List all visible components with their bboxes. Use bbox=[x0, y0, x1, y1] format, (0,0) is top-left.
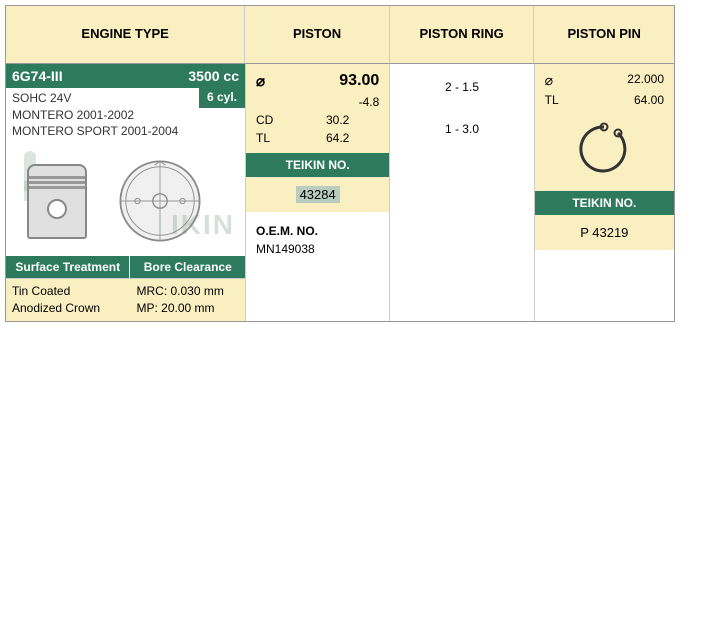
piston-teikin-header: TEIKIN NO. bbox=[246, 153, 389, 177]
circlip-icon bbox=[545, 109, 664, 185]
pin-d-label: ⌀ bbox=[545, 72, 553, 89]
piston-diameter: 93.00 bbox=[339, 72, 379, 91]
piston-cd: 30.2 bbox=[326, 113, 349, 127]
bore-clearance-value: MRC: 0.030 mm MP: 20.00 mm bbox=[130, 279, 245, 321]
piston-teikin-value: 43284 bbox=[246, 177, 389, 212]
watermark-text: IKIN bbox=[171, 209, 235, 241]
engine-displacement: 3500 cc bbox=[188, 68, 239, 84]
engine-variant: SOHC 24V bbox=[12, 90, 193, 107]
surface-treatment-header: Surface Treatment bbox=[6, 256, 130, 278]
surface-treatment-value: Tin Coated Anodized Crown bbox=[6, 279, 130, 321]
pin-teikin-header: TEIKIN NO. bbox=[535, 191, 674, 215]
ring-column: 2 - 1.5 1 - 3.0 bbox=[390, 64, 534, 321]
pin-tl-label: TL bbox=[545, 93, 559, 107]
engine-model-1: MONTERO SPORT 2001-2004 bbox=[12, 123, 193, 140]
col-header-engine: ENGINE TYPE bbox=[6, 6, 245, 63]
tl-label: TL bbox=[256, 131, 270, 145]
engine-column: 6G74-III 3500 cc SOHC 24V MONTERO 2001-2… bbox=[6, 64, 246, 321]
col-header-ring: PISTON RING bbox=[390, 6, 535, 63]
piston-side-icon bbox=[12, 152, 102, 250]
pin-tl: 64.00 bbox=[634, 93, 664, 107]
subvalue-row: Tin Coated Anodized Crown MRC: 0.030 mm … bbox=[6, 278, 245, 321]
pin-spec: ⌀ 22.000 TL 64.00 bbox=[535, 64, 674, 191]
col-header-pin: PISTON PIN bbox=[534, 6, 674, 63]
piston-images: IKIN bbox=[6, 146, 245, 256]
subheader-row: Surface Treatment Bore Clearance bbox=[6, 256, 245, 278]
pin-column: ⌀ 22.000 TL 64.00 TEIKIN NO. P 43219 bbox=[535, 64, 674, 321]
ring-r2: 1 - 3.0 bbox=[400, 116, 523, 142]
engine-head: 6G74-III 3500 cc bbox=[6, 64, 245, 88]
col-header-piston: PISTON bbox=[245, 6, 390, 63]
engine-models: SOHC 24V MONTERO 2001-2002 MONTERO SPORT… bbox=[6, 88, 199, 146]
header-row: ENGINE TYPE PISTON PISTON RING PISTON PI… bbox=[5, 5, 675, 64]
pin-teikin-value: P 43219 bbox=[535, 215, 674, 250]
piston-tl: 64.2 bbox=[326, 131, 349, 145]
bore-clearance-header: Bore Clearance bbox=[130, 256, 245, 278]
oem-label: O.E.M. NO. bbox=[256, 222, 379, 240]
ring-r1: 2 - 1.5 bbox=[400, 74, 523, 100]
engine-row2: SOHC 24V MONTERO 2001-2002 MONTERO SPORT… bbox=[6, 88, 245, 146]
oem-value: MN149038 bbox=[256, 240, 379, 258]
ring-spec: 2 - 1.5 1 - 3.0 bbox=[390, 64, 533, 153]
pin-diameter: 22.000 bbox=[627, 72, 664, 89]
engine-model-0: MONTERO 2001-2002 bbox=[12, 107, 193, 124]
engine-code: 6G74-III bbox=[12, 68, 63, 84]
piston-column: 93.00 -4.8 CD 30.2 TL 64.2 TEIKIN NO. 4328… bbox=[246, 64, 390, 321]
piston-dome: -4.8 bbox=[359, 95, 380, 109]
cd-label: CD bbox=[256, 113, 273, 127]
piston-spec: 93.00 -4.8 CD 30.2 TL 64.2 bbox=[246, 64, 389, 153]
piston-oem: O.E.M. NO. MN149038 bbox=[246, 212, 389, 268]
cylinder-badge: 6 cyl. bbox=[199, 88, 245, 108]
diameter-icon bbox=[256, 72, 269, 91]
